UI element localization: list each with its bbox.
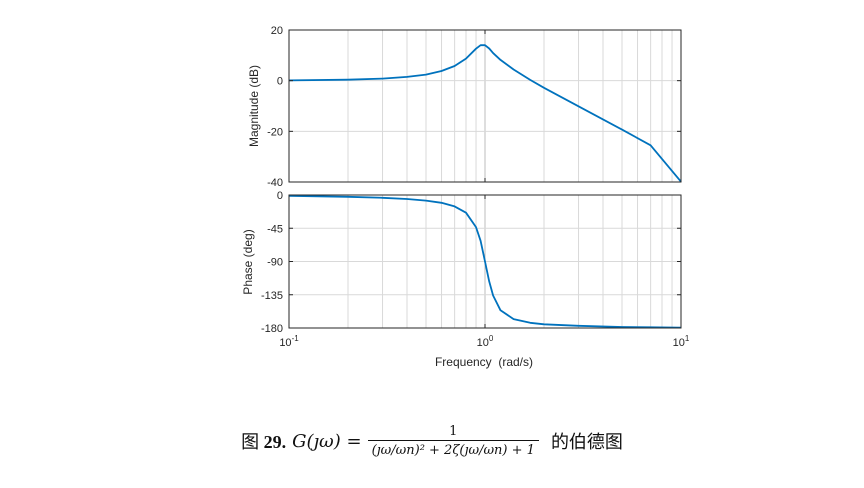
magnitude-ytick-label: 20 <box>271 25 283 37</box>
magnitude-series-line <box>288 44 682 183</box>
phase-y-label: Phase (deg) <box>241 229 255 294</box>
caption-figure-word: 图 <box>241 432 260 452</box>
phase-ytick-label: -180 <box>261 323 283 335</box>
phase-ytick-label: -45 <box>267 223 283 235</box>
frequency-xtick-label: 101 <box>673 334 690 349</box>
caption-fraction: 1 (ȷω/ωn)² + 2ζ(ȷω/ωn) + 1 <box>367 424 539 458</box>
caption-denominator: (ȷω/ωn)² + 2ζ(ȷω/ωn) + 1 <box>367 440 539 458</box>
phase-series-line <box>288 195 682 329</box>
phase-ytick-label: -135 <box>261 290 283 302</box>
caption-numerator: 1 <box>449 424 458 439</box>
frequency-x-label: Frequency (rad/s) <box>435 355 533 369</box>
frequency-xtick-label: 100 <box>477 334 494 349</box>
figure-caption: 图 29. G(ȷω) = 1 (ȷω/ωn)² + 2ζ(ȷω/ωn) + 1… <box>0 424 864 458</box>
magnitude-ytick-label: -20 <box>267 126 283 138</box>
caption-prefix: 图 29. <box>241 428 286 454</box>
caption-lhs: G(ȷω) = <box>292 430 362 452</box>
phase-ytick-label: -90 <box>267 257 283 269</box>
magnitude-y-label: Magnitude (dB) <box>247 65 261 147</box>
caption-number: 29. <box>263 432 287 452</box>
caption-suffix: 的伯德图 <box>550 432 623 453</box>
magnitude-axes: 20 0 -20 -40 <box>267 25 682 189</box>
frequency-xtick-label: 10-1 <box>279 334 299 349</box>
magnitude-ytick-label: -40 <box>267 177 283 189</box>
magnitude-ytick-label: 0 <box>277 76 283 88</box>
phase-ytick-label: 0 <box>277 190 283 202</box>
